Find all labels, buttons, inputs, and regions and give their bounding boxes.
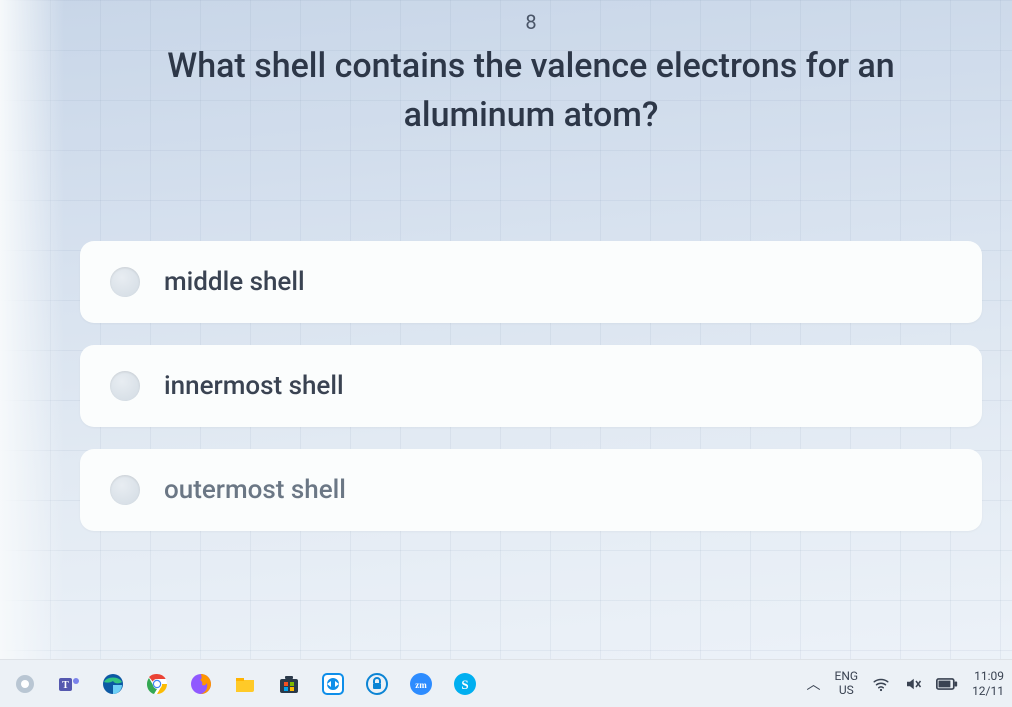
radio-icon: [110, 267, 140, 297]
language-indicator[interactable]: ENG US: [835, 670, 859, 696]
clock[interactable]: 11:09 12/11: [972, 669, 1004, 698]
app-unknown-icon[interactable]: [8, 667, 42, 701]
wifi-icon[interactable]: [872, 675, 890, 693]
option-label: innermost shell: [164, 371, 344, 401]
tray-chevron-icon[interactable]: ︿: [807, 674, 821, 694]
radio-icon: [110, 475, 140, 505]
microsoft-store-icon[interactable]: [272, 667, 306, 701]
taskbar-left: T zm S: [8, 667, 482, 701]
skype-text: S: [461, 677, 468, 692]
svg-text:T: T: [62, 680, 69, 691]
quiz-panel: 8 What shell contains the valence electr…: [80, 0, 982, 531]
chrome-icon[interactable]: [140, 667, 174, 701]
taskbar-right: ︿ ENG US 11:09 12/11: [807, 669, 1005, 698]
lang-top: ENG: [835, 670, 859, 683]
zoom-text: zm: [415, 680, 427, 690]
option-innermost-shell[interactable]: innermost shell: [80, 345, 982, 427]
option-label: outermost shell: [164, 475, 346, 505]
left-edge-gradient: [0, 0, 64, 659]
lang-bottom: US: [839, 684, 854, 697]
volume-muted-icon[interactable]: [904, 675, 922, 693]
teamviewer-icon[interactable]: [316, 667, 350, 701]
question-text: What shell contains the valence electron…: [121, 42, 941, 141]
option-middle-shell[interactable]: middle shell: [80, 241, 982, 323]
options-list: middle shell innermost shell outermost s…: [80, 241, 982, 531]
option-label: middle shell: [164, 267, 305, 297]
teams-icon[interactable]: T: [52, 667, 86, 701]
taskbar: T zm S ︿ ENG: [0, 659, 1012, 707]
radio-icon: [110, 371, 140, 401]
time-text: 11:09: [974, 669, 1004, 683]
lock-icon[interactable]: [360, 667, 394, 701]
file-explorer-icon[interactable]: [228, 667, 262, 701]
edge-icon[interactable]: [96, 667, 130, 701]
question-number: 8: [80, 10, 982, 34]
date-text: 12/11: [972, 684, 1004, 698]
skype-icon[interactable]: S: [448, 667, 482, 701]
battery-icon[interactable]: [936, 677, 958, 691]
option-outermost-shell[interactable]: outermost shell: [80, 449, 982, 531]
firefox-icon[interactable]: [184, 667, 218, 701]
zoom-icon[interactable]: zm: [404, 667, 438, 701]
